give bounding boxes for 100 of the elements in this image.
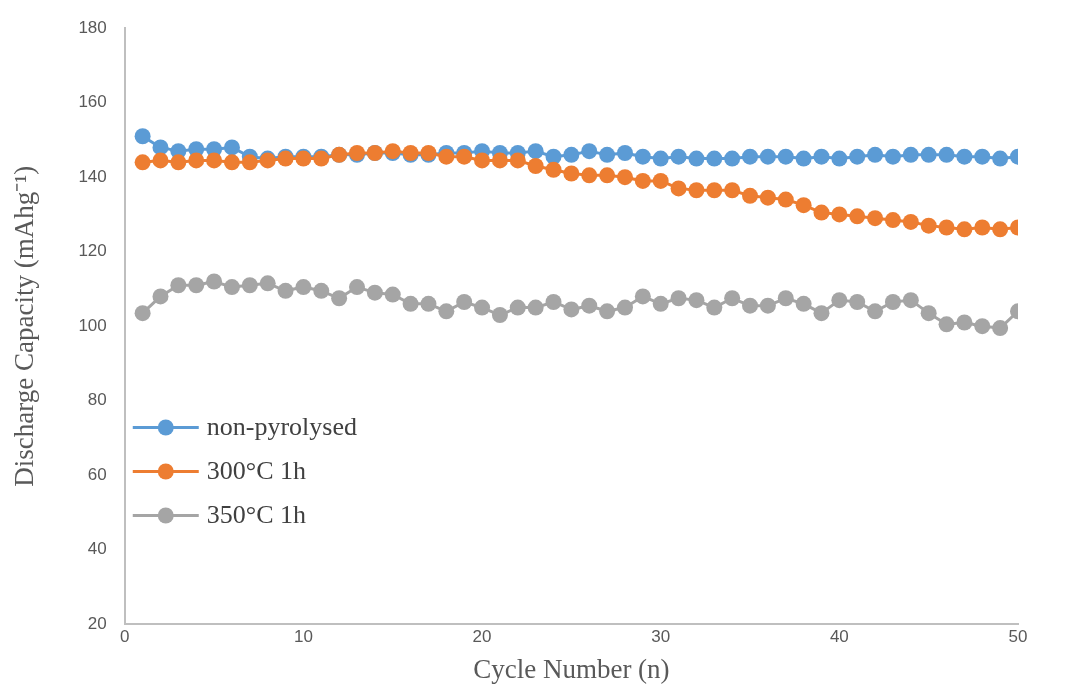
y-tick-label: 60 xyxy=(87,464,107,484)
point xyxy=(170,154,187,171)
y-axis-title: Discharge Capacity (mAhg⁻¹) xyxy=(9,165,40,487)
y-tick-label: 20 xyxy=(87,613,107,633)
point xyxy=(670,180,687,197)
point xyxy=(813,204,830,221)
point xyxy=(867,210,884,227)
point xyxy=(152,152,169,169)
y-tick-label: 140 xyxy=(78,166,107,186)
point xyxy=(438,303,455,320)
point xyxy=(759,189,776,206)
point xyxy=(313,282,330,299)
x-tick-label: 20 xyxy=(472,627,492,647)
point xyxy=(259,275,276,292)
point xyxy=(920,146,937,163)
point xyxy=(974,219,991,236)
point xyxy=(349,279,366,296)
y-tick-label: 160 xyxy=(78,92,107,112)
point xyxy=(831,292,848,309)
point xyxy=(616,144,633,161)
point xyxy=(616,299,633,316)
point xyxy=(545,161,562,178)
y-tick-label: 40 xyxy=(87,539,107,559)
point xyxy=(992,221,1009,238)
point xyxy=(777,191,794,208)
point xyxy=(152,288,169,305)
point xyxy=(134,128,151,145)
point xyxy=(884,293,901,310)
point xyxy=(831,206,848,223)
point xyxy=(545,293,562,310)
point xyxy=(134,154,151,171)
legend-label: 300°C 1h xyxy=(206,456,307,486)
point xyxy=(902,146,919,163)
point xyxy=(956,314,973,331)
point xyxy=(974,318,991,335)
point xyxy=(938,146,955,163)
point xyxy=(813,305,830,322)
point xyxy=(992,150,1009,167)
point xyxy=(223,279,240,296)
point xyxy=(206,152,223,169)
point xyxy=(867,303,884,320)
point xyxy=(706,150,723,167)
point xyxy=(938,219,955,236)
point xyxy=(188,277,205,294)
point xyxy=(652,295,669,312)
point xyxy=(634,288,651,305)
point xyxy=(777,148,794,165)
point xyxy=(456,148,473,165)
point xyxy=(652,172,669,189)
x-tick-label: 0 xyxy=(120,627,130,647)
point xyxy=(884,212,901,229)
point xyxy=(849,293,866,310)
point xyxy=(956,148,973,165)
point xyxy=(831,150,848,167)
point xyxy=(742,148,759,165)
point xyxy=(563,146,580,163)
point xyxy=(474,152,491,169)
point xyxy=(527,299,544,316)
point xyxy=(813,148,830,165)
point xyxy=(724,150,741,167)
point xyxy=(599,146,616,163)
point xyxy=(724,182,741,199)
point xyxy=(616,169,633,186)
point xyxy=(867,146,884,163)
point xyxy=(742,187,759,204)
point xyxy=(241,154,258,171)
point xyxy=(920,217,937,234)
y-tick-label: 100 xyxy=(78,315,107,335)
point xyxy=(634,172,651,189)
point xyxy=(795,295,812,312)
point xyxy=(884,148,901,165)
y-tick-label: 180 xyxy=(78,17,107,37)
point xyxy=(581,297,598,314)
y-tick-label: 80 xyxy=(87,390,107,410)
point xyxy=(902,213,919,230)
x-tick-label: 30 xyxy=(651,627,671,647)
point xyxy=(759,297,776,314)
x-tick-label: 40 xyxy=(829,627,849,647)
point xyxy=(974,148,991,165)
point xyxy=(527,158,544,175)
point xyxy=(759,148,776,165)
point xyxy=(366,284,383,301)
legend-label: 350°C 1h xyxy=(206,500,307,530)
y-tick-label: 120 xyxy=(78,241,107,261)
point xyxy=(956,221,973,238)
point xyxy=(849,208,866,225)
point xyxy=(599,167,616,184)
point xyxy=(474,299,491,316)
point xyxy=(170,277,187,294)
point xyxy=(724,290,741,307)
point xyxy=(634,148,651,165)
point xyxy=(706,299,723,316)
point xyxy=(992,320,1009,337)
point xyxy=(581,143,598,160)
point xyxy=(706,182,723,199)
point xyxy=(223,139,240,156)
point xyxy=(563,165,580,182)
point xyxy=(902,292,919,309)
point xyxy=(670,290,687,307)
point xyxy=(688,182,705,199)
